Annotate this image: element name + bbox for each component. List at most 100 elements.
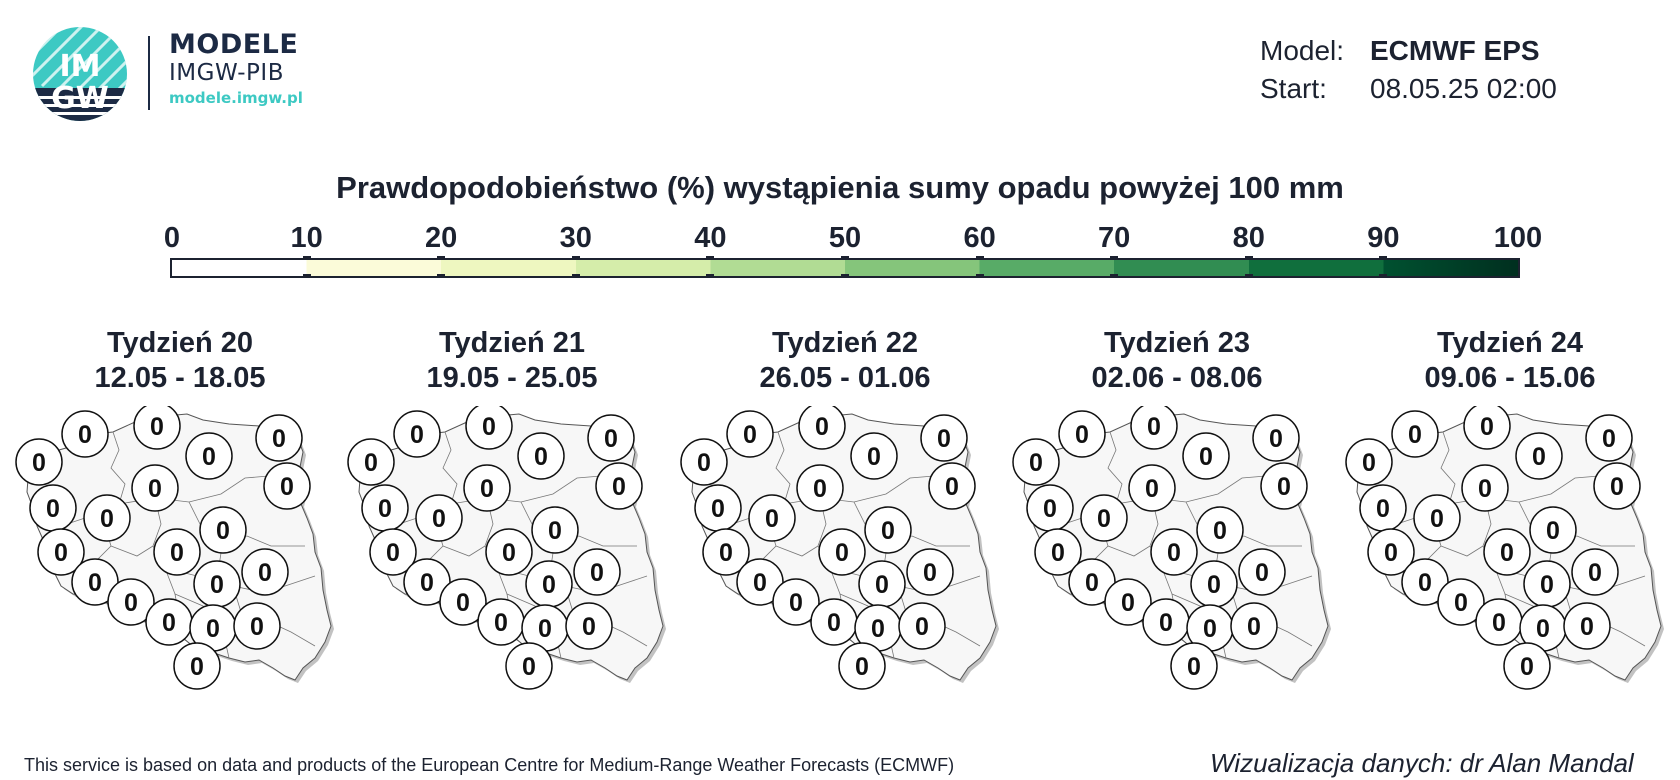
- marker-value: 0: [604, 425, 618, 453]
- region-probability-marker: 0: [1529, 506, 1577, 554]
- poland-map: 0 00 000 00 0 00 00 0 000 0 00: [1012, 406, 1331, 690]
- marker-value: 0: [548, 517, 562, 545]
- week-label: Tydzień 22: [771, 327, 919, 359]
- region-probability-marker: 0: [369, 528, 417, 576]
- colorbar-tick-label: 0: [163, 222, 181, 254]
- marker-circle: [485, 528, 533, 576]
- region-probability-marker: 0: [1130, 406, 1178, 450]
- voivodeship-border: [110, 545, 154, 557]
- marker-value: 0: [46, 495, 60, 523]
- colorbar-tick-label: 90: [1367, 222, 1400, 254]
- marker-value: 0: [1167, 539, 1181, 567]
- marker-value: 0: [124, 589, 138, 617]
- marker-value: 0: [538, 615, 552, 643]
- logo-title: MODELE: [169, 29, 299, 60]
- marker-value: 0: [1536, 615, 1550, 643]
- marker-value: 0: [1277, 473, 1291, 501]
- region-probability-marker: 0: [1170, 642, 1218, 690]
- marker-value: 0: [1247, 613, 1261, 641]
- voivodeship-border: [1440, 545, 1484, 557]
- marker-circle: [1463, 406, 1511, 450]
- region-probability-marker: 0: [465, 406, 513, 450]
- marker-circle: [393, 410, 441, 458]
- region-probability-marker: 0: [1437, 578, 1485, 626]
- marker-circle: [796, 464, 844, 512]
- marker-circle: [1503, 642, 1551, 690]
- marker-circle: [1238, 548, 1286, 596]
- region-probability-marker: 0: [1391, 410, 1439, 458]
- marker-value: 0: [386, 539, 400, 567]
- marker-value: 0: [364, 449, 378, 477]
- region-probability-marker: 0: [1413, 494, 1461, 542]
- region-probability-marker: 0: [1230, 602, 1278, 650]
- panel-title: Tydzień 21 19.05 - 25.05: [347, 326, 677, 396]
- marker-value: 0: [1500, 539, 1514, 567]
- region-probability-marker: 0: [15, 438, 63, 486]
- marker-circle: [1529, 506, 1577, 554]
- logo-url[interactable]: modele.imgw.pl: [169, 89, 303, 107]
- date-range: 19.05 - 25.05: [426, 362, 598, 394]
- colorbar-tick-mark: [841, 256, 849, 260]
- marker-value: 0: [1454, 589, 1468, 617]
- marker-value: 0: [522, 653, 536, 681]
- marker-value: 0: [1097, 505, 1111, 533]
- marker-value: 0: [1203, 615, 1217, 643]
- marker-circle: [1260, 462, 1308, 510]
- marker-value: 0: [719, 539, 733, 567]
- region-probability-marker: 0: [1128, 464, 1176, 512]
- marker-value: 0: [162, 609, 176, 637]
- colorbar-tick-mark: [1110, 256, 1119, 260]
- marker-value: 0: [1408, 421, 1422, 449]
- marker-value: 0: [420, 569, 434, 597]
- marker-value: 0: [1199, 443, 1213, 471]
- marker-value: 0: [1580, 613, 1594, 641]
- region-probability-marker: 0: [1104, 578, 1152, 626]
- marker-value: 0: [32, 449, 46, 477]
- region-probability-marker: 0: [1401, 558, 1449, 606]
- marker-circle: [415, 494, 463, 542]
- region-probability-marker: 0: [595, 462, 643, 510]
- week-label: Tydzień 23: [1103, 327, 1251, 359]
- marker-value: 0: [835, 539, 849, 567]
- marker-circle: [531, 506, 579, 554]
- region-probability-marker: 0: [1182, 432, 1230, 480]
- marker-value: 0: [482, 413, 496, 441]
- marker-value: 0: [815, 413, 829, 441]
- marker-circle: [61, 410, 109, 458]
- colorbar-tick-mark: [841, 274, 849, 278]
- marker-value: 0: [827, 609, 841, 637]
- panel-title: Tydzień 24 09.06 - 15.06: [1345, 326, 1675, 396]
- region-probability-marker: 0: [1367, 528, 1415, 576]
- region-probability-marker: 0: [525, 560, 573, 608]
- marker-value: 0: [1478, 475, 1492, 503]
- marker-value: 0: [871, 615, 885, 643]
- marker-circle: [1170, 642, 1218, 690]
- marker-value: 0: [100, 505, 114, 533]
- region-probability-marker: 0: [477, 598, 525, 646]
- region-probability-marker: 0: [531, 506, 579, 554]
- colorbar-tick-mark: [1244, 256, 1253, 260]
- region-probability-marker: 0: [1068, 558, 1116, 606]
- region-probability-marker: 0: [1585, 414, 1633, 462]
- region-probability-marker: 0: [736, 558, 784, 606]
- model-row: Model: ECMWF EPS: [1260, 32, 1557, 70]
- colorbar-tick-mark: [1244, 274, 1253, 278]
- region-probability-marker: 0: [1461, 464, 1509, 512]
- colorbar-tick-mark: [975, 256, 984, 260]
- marker-circle: [1150, 528, 1198, 576]
- marker-value: 0: [1269, 425, 1283, 453]
- logo: IM GW MODELE IMGW-PIB modele.imgw.pl: [32, 26, 332, 126]
- region-probability-marker: 0: [587, 414, 635, 462]
- region-probability-marker: 0: [726, 410, 774, 458]
- region-probability-marker: 0: [71, 558, 119, 606]
- voivodeship-border: [775, 545, 819, 557]
- voivodeship-border: [442, 545, 486, 557]
- marker-value: 0: [1418, 569, 1432, 597]
- colorbar-tick-mark: [302, 256, 311, 260]
- marker-circle: [1080, 494, 1128, 542]
- marker-value: 0: [542, 571, 556, 599]
- marker-value: 0: [915, 613, 929, 641]
